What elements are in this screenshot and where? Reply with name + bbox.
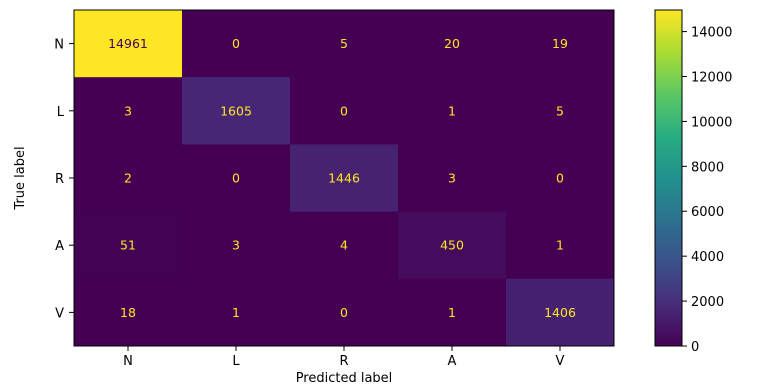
heatmap-cell-label: 51 bbox=[120, 238, 136, 253]
heatmap-cell-label: 0 bbox=[340, 305, 348, 320]
heatmap-cell-label: 450 bbox=[440, 238, 464, 253]
colorbar-tick-label: 12000 bbox=[691, 70, 732, 85]
colorbar-tick-label: 0 bbox=[691, 340, 699, 355]
heatmap-cell-label: 2 bbox=[124, 171, 132, 186]
x-tick-label: V bbox=[556, 354, 565, 369]
heatmap-cell bbox=[290, 211, 399, 280]
heatmap-cell bbox=[506, 77, 615, 145]
heatmap-cell bbox=[290, 278, 399, 347]
heatmap-cell-label: 1406 bbox=[544, 305, 576, 320]
heatmap-cell-label: 3 bbox=[232, 238, 240, 253]
heatmap-cell bbox=[290, 77, 399, 145]
heatmap-cell bbox=[398, 10, 507, 78]
y-tick-label: A bbox=[55, 239, 64, 254]
heatmap-cell bbox=[74, 10, 183, 78]
heatmap-cell bbox=[182, 211, 291, 280]
heatmap-cell-label: 0 bbox=[340, 103, 348, 118]
x-axis-title: Predicted label bbox=[296, 371, 393, 386]
heatmap-cell bbox=[74, 77, 183, 145]
y-axis-ticks: N L R A V bbox=[54, 38, 74, 321]
heatmap-cell-label: 4 bbox=[340, 238, 348, 253]
heatmap-cell-label: 1446 bbox=[328, 171, 360, 186]
heatmap-cell bbox=[182, 144, 291, 213]
heatmap-cells bbox=[74, 10, 615, 347]
heatmap-cell-label: 19 bbox=[552, 36, 568, 51]
heatmap-cell bbox=[182, 278, 291, 347]
colorbar-tick-label: 6000 bbox=[691, 205, 724, 220]
heatmap-cell bbox=[74, 211, 183, 280]
y-tick-label: V bbox=[55, 306, 64, 321]
colorbar-tick-label: 2000 bbox=[691, 295, 724, 310]
y-tick-label: L bbox=[57, 105, 65, 120]
heatmap-cell-label: 5 bbox=[340, 36, 348, 51]
heatmap-cell bbox=[290, 144, 399, 213]
heatmap-cell bbox=[182, 77, 291, 145]
heatmap-cell-label: 1 bbox=[556, 238, 564, 253]
heatmap-cell-label: 3 bbox=[124, 103, 132, 118]
heatmap-cell bbox=[398, 211, 507, 280]
heatmap-cell-label: 20 bbox=[444, 36, 460, 51]
heatmap-cell-label: 14961 bbox=[108, 36, 148, 51]
heatmap-cell-labels: 14961 0 5 20 193 1605 0 1 52 0 1446 3 051 3 4 450 118 1 0 1… bbox=[108, 36, 576, 320]
x-tick-label: A bbox=[448, 354, 457, 369]
x-tick-label: R bbox=[339, 354, 348, 369]
heatmap-cell bbox=[506, 211, 615, 280]
heatmap-cell bbox=[290, 10, 399, 78]
heatmap-cell-label: 0 bbox=[232, 36, 240, 51]
heatmap-cell-label: 1605 bbox=[220, 103, 252, 118]
heatmap-cell bbox=[506, 144, 615, 213]
heatmap-cell bbox=[506, 278, 615, 347]
x-tick-label: L bbox=[232, 354, 240, 369]
heatmap-cell-label: 1 bbox=[448, 305, 456, 320]
y-axis-title: True label bbox=[13, 146, 28, 210]
heatmap-cell bbox=[74, 144, 183, 213]
heatmap-cell bbox=[398, 77, 507, 145]
heatmap-cell-label: 1 bbox=[232, 305, 240, 320]
heatmap-cell bbox=[182, 10, 291, 78]
heatmap-cell-label: 0 bbox=[232, 171, 240, 186]
heatmap-cell-label: 0 bbox=[556, 171, 564, 186]
heatmap-cell-label: 3 bbox=[448, 171, 456, 186]
heatmap-cell-label: 18 bbox=[120, 305, 136, 320]
heatmap-cell-label: 1 bbox=[448, 103, 456, 118]
colorbar bbox=[654, 9, 683, 347]
x-tick-label: N bbox=[123, 354, 133, 369]
y-tick-label: R bbox=[55, 172, 64, 187]
heatmap-cell bbox=[398, 144, 507, 213]
colorbar-tick-label: 14000 bbox=[691, 26, 732, 41]
heatmap-cell bbox=[506, 10, 615, 78]
colorbar-ticks: 0 2000 4000 6000 8000 10000 12000 14000 bbox=[682, 26, 732, 355]
heatmap-cell bbox=[398, 278, 507, 347]
heatmap-cell bbox=[74, 278, 183, 347]
colorbar-tick-label: 8000 bbox=[691, 160, 724, 175]
y-tick-label: N bbox=[54, 38, 64, 53]
colorbar-tick-label: 4000 bbox=[691, 250, 724, 265]
colorbar-tick-label: 10000 bbox=[691, 115, 732, 130]
heatmap-cell-label: 5 bbox=[556, 103, 564, 118]
